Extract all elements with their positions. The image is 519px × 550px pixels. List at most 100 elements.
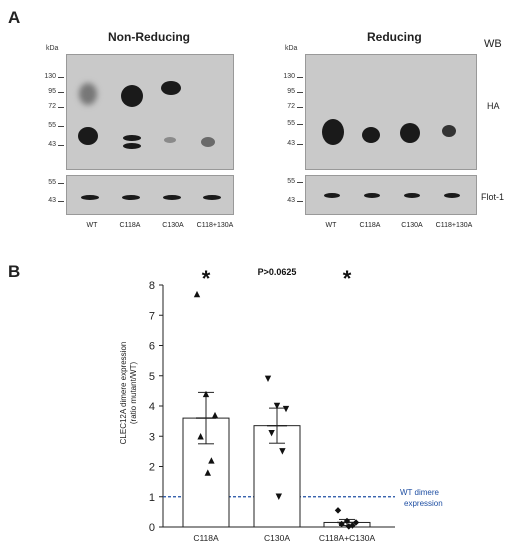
data-point (193, 290, 201, 298)
mw-marker: 43 (287, 197, 295, 204)
mw-tick (297, 124, 303, 125)
mw-marker: 55 (287, 178, 295, 185)
x-tick-label: C118A+C130A (319, 533, 376, 542)
mw-marker: 130 (44, 73, 56, 80)
mw-tick (58, 77, 64, 78)
y-axis-label-unit: (ratio mutant/WT) (129, 362, 138, 425)
mw-marker: 43 (48, 141, 56, 148)
data-point (275, 493, 282, 500)
non-reducing-flot-blot (66, 175, 234, 215)
y-axis-label: CLEC12A dimere expression (119, 342, 128, 445)
reducing-ha-blot (305, 54, 477, 170)
band-wt-monomer (78, 127, 98, 145)
data-point (273, 402, 281, 410)
data-point (345, 523, 352, 530)
flot-band (404, 193, 420, 198)
flot-band (444, 193, 460, 198)
mw-marker: 55 (48, 122, 56, 129)
flot-band (324, 193, 340, 198)
band-wt-reduced (322, 119, 344, 145)
kda-label-left: kDa (46, 45, 59, 52)
significance-c130a: P>0.0625 (258, 267, 297, 277)
kda-label-right: kDa (285, 45, 298, 52)
y-tick-label: 2 (149, 462, 155, 474)
significance-c118a: * (202, 266, 211, 291)
data-point (338, 520, 345, 528)
mw-tick (297, 144, 303, 145)
mw-marker: 72 (287, 103, 295, 110)
mw-marker: 130 (283, 73, 295, 80)
flot-label: Flot-1 (481, 192, 505, 202)
x-tick-label: C118A (193, 533, 219, 542)
data-point (279, 448, 286, 455)
y-tick-label: 4 (149, 401, 155, 413)
band-c118a-reduced (362, 127, 380, 143)
y-tick-label: 7 (149, 310, 155, 322)
data-point (202, 390, 210, 398)
data-point (197, 433, 204, 440)
lane-label: C118A (119, 222, 141, 229)
mw-tick (297, 107, 303, 108)
mw-tick (58, 92, 64, 93)
x-tick-label: C130A (264, 533, 290, 542)
panel-b-letter: B (8, 262, 21, 281)
flot-band (203, 195, 221, 200)
y-tick-label: 8 (149, 280, 155, 292)
band-double-monomer (201, 137, 215, 147)
flot-band (364, 193, 380, 198)
data-point (282, 405, 290, 413)
y-tick-label: 1 (149, 492, 155, 504)
y-tick-label: 6 (149, 341, 155, 353)
band-c118a-dimer (121, 85, 143, 107)
mw-marker: 55 (48, 179, 56, 186)
band-c118a-monomer-2 (123, 143, 141, 149)
non-reducing-title: Non-Reducing (108, 30, 190, 44)
band-c118a-monomer-1 (123, 135, 141, 141)
mw-marker: 43 (48, 197, 56, 204)
mw-tick (297, 201, 303, 202)
data-point (211, 411, 219, 419)
non-reducing-ha-blot (66, 54, 234, 170)
flot-band (81, 195, 99, 200)
mw-marker: 72 (48, 103, 56, 110)
mw-marker: 43 (287, 140, 295, 147)
mw-tick (58, 145, 64, 146)
ha-label: HA (487, 101, 500, 111)
data-point (268, 430, 275, 437)
mw-marker: 95 (48, 88, 56, 95)
flot-band (122, 195, 140, 200)
lane-label: C118+130A (435, 222, 473, 229)
mw-tick (58, 107, 64, 108)
lane-label: WT (86, 222, 98, 229)
lane-label: WT (325, 222, 337, 229)
mw-tick (58, 126, 64, 127)
mw-tick (58, 201, 64, 202)
data-point (334, 507, 342, 514)
data-point (204, 469, 211, 476)
band-c130a-reduced (400, 123, 420, 143)
mw-marker: 95 (287, 88, 295, 95)
flot-band (163, 195, 181, 200)
mw-tick (297, 182, 303, 183)
y-tick-label: 5 (149, 371, 155, 383)
panel-a-letter: A (8, 8, 21, 27)
reference-label: WT dimere (400, 488, 440, 497)
band-wt-dimer-smear (79, 83, 97, 105)
mw-tick (297, 92, 303, 93)
lane-label: C130A (162, 222, 184, 229)
significance-double: * (343, 266, 352, 291)
mw-tick (297, 77, 303, 78)
lane-label: C118A (359, 222, 381, 229)
y-tick-label: 0 (149, 522, 155, 534)
wb-label: WB (484, 38, 502, 50)
reference-label: expression (404, 499, 443, 508)
reducing-flot-blot (305, 175, 477, 215)
reducing-title: Reducing (367, 30, 422, 44)
dimer-expression-chart: 0 1 2 3 4 5 6 7 8 C118A C130A C118A+C130A * P>0.062… (119, 266, 443, 542)
band-double-reduced (442, 125, 456, 137)
lane-label: C130A (401, 222, 423, 229)
y-tick-label: 3 (149, 431, 155, 443)
data-point (264, 375, 272, 382)
data-point (208, 457, 215, 464)
band-c130a-dimer (161, 81, 181, 95)
